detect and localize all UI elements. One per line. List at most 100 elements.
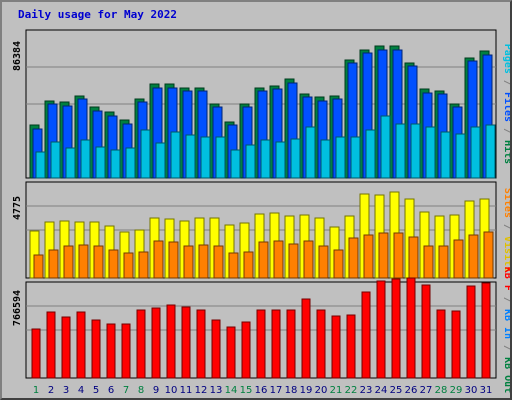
legend-segment: KB Out [502, 357, 510, 393]
bar-pages [335, 136, 346, 179]
bar-pages [155, 142, 166, 179]
bar-kb-f [316, 309, 326, 379]
bar-pages [440, 131, 451, 179]
bar-pages [95, 146, 106, 179]
x-tick-label: 21 [330, 385, 343, 396]
bar-pages [425, 126, 436, 179]
x-tick-label: 18 [285, 385, 298, 396]
bar-pages [470, 126, 481, 179]
bar-pages [35, 151, 46, 179]
x-tick-label: 10 [165, 385, 178, 396]
bar-sites [453, 239, 464, 279]
bar-kb-f [301, 298, 311, 379]
bar-kb-f [436, 309, 446, 379]
legend-segment: Visits [502, 236, 510, 272]
bar-sites [183, 245, 194, 279]
x-tick-label: 13 [210, 385, 223, 396]
bar-kb-f [451, 310, 461, 379]
bar-kb-f [91, 319, 101, 379]
legend-segment: / [502, 74, 510, 92]
bar-sites [78, 244, 89, 279]
bar-kb-f [331, 315, 341, 379]
x-tick-label: 28 [435, 385, 448, 396]
bar-sites [48, 249, 59, 279]
right-legend: KB F / KB In / KB Out [502, 267, 510, 393]
bar-kb-f [406, 277, 416, 379]
bar-pages [185, 134, 196, 179]
bar-pages [290, 138, 301, 179]
bar-pages [140, 129, 151, 179]
bar-sites [168, 241, 179, 279]
bar-kb-f [181, 306, 191, 379]
bar-kb-f [286, 309, 296, 379]
y-max-label: 86384 [12, 41, 23, 71]
bar-pages [215, 136, 226, 179]
bar-kb-f [46, 311, 56, 379]
legend-segment: KB In [502, 309, 510, 339]
bar-pages [380, 115, 391, 179]
bar-kb-f [256, 309, 266, 379]
bar-pages [230, 149, 241, 179]
x-tick-label: 17 [270, 385, 283, 396]
y-max-label: 766594 [12, 290, 23, 326]
bar-sites [153, 240, 164, 279]
bar-sites [348, 237, 359, 279]
y-max-label: 4775 [12, 196, 23, 220]
bar-sites [273, 240, 284, 279]
x-tick-label: 4 [78, 385, 84, 396]
x-tick-label: 14 [225, 385, 238, 396]
bar-sites [318, 245, 329, 279]
bar-kb-f [106, 323, 116, 379]
bar-sites [243, 251, 254, 279]
legend-segment: KB F [502, 267, 510, 291]
x-tick-label: 29 [450, 385, 463, 396]
x-tick-label: 27 [420, 385, 433, 396]
x-tick-label: 22 [345, 385, 358, 396]
bar-kb-f [31, 328, 41, 379]
bar-sites [333, 249, 344, 279]
bar-sites [423, 245, 434, 279]
legend-segment: / [502, 218, 510, 236]
bar-pages [65, 147, 76, 179]
bar-sites [93, 245, 104, 279]
bar-kb-f [376, 280, 386, 379]
bar-sites [378, 232, 389, 279]
legend-segment: / [502, 122, 510, 140]
bar-kb-f [421, 284, 431, 379]
bar-sites [303, 240, 314, 279]
bar-kb-f [271, 309, 281, 379]
bar-kb-f [346, 314, 356, 379]
legend-segment: Pages [502, 44, 510, 74]
panel-kbytes: 766594 KB F / KB In / KB Out [12, 267, 510, 393]
bar-pages [50, 141, 61, 179]
bar-pages [200, 136, 211, 179]
bar-pages [395, 123, 406, 179]
x-tick-label: 20 [315, 385, 328, 396]
bar-kb-f [136, 309, 146, 379]
x-tick-label: 30 [465, 385, 478, 396]
legend-segment: Hits [502, 140, 510, 164]
bar-kb-f [241, 321, 251, 379]
bar-kb-f [361, 291, 371, 379]
bar-sites [408, 236, 419, 279]
bar-kb-f [226, 326, 236, 379]
bar-kb-f [76, 311, 86, 379]
bar-pages [320, 139, 331, 179]
bar-sites [123, 252, 134, 279]
right-legend: Pages / Files / Hits [502, 44, 510, 164]
bar-pages [365, 129, 376, 179]
x-tick-label: 26 [405, 385, 418, 396]
bar-pages [260, 139, 271, 179]
bar-sites [198, 244, 209, 279]
x-tick-label: 7 [123, 385, 129, 396]
bar-sites [363, 234, 374, 279]
x-tick-label: 24 [375, 385, 388, 396]
x-tick-label: 11 [180, 385, 193, 396]
bar-kb-f [151, 307, 161, 379]
bar-sites [33, 254, 44, 279]
bar-kb-f [391, 278, 401, 379]
bar-pages [275, 141, 286, 179]
bar-pages [80, 139, 91, 179]
